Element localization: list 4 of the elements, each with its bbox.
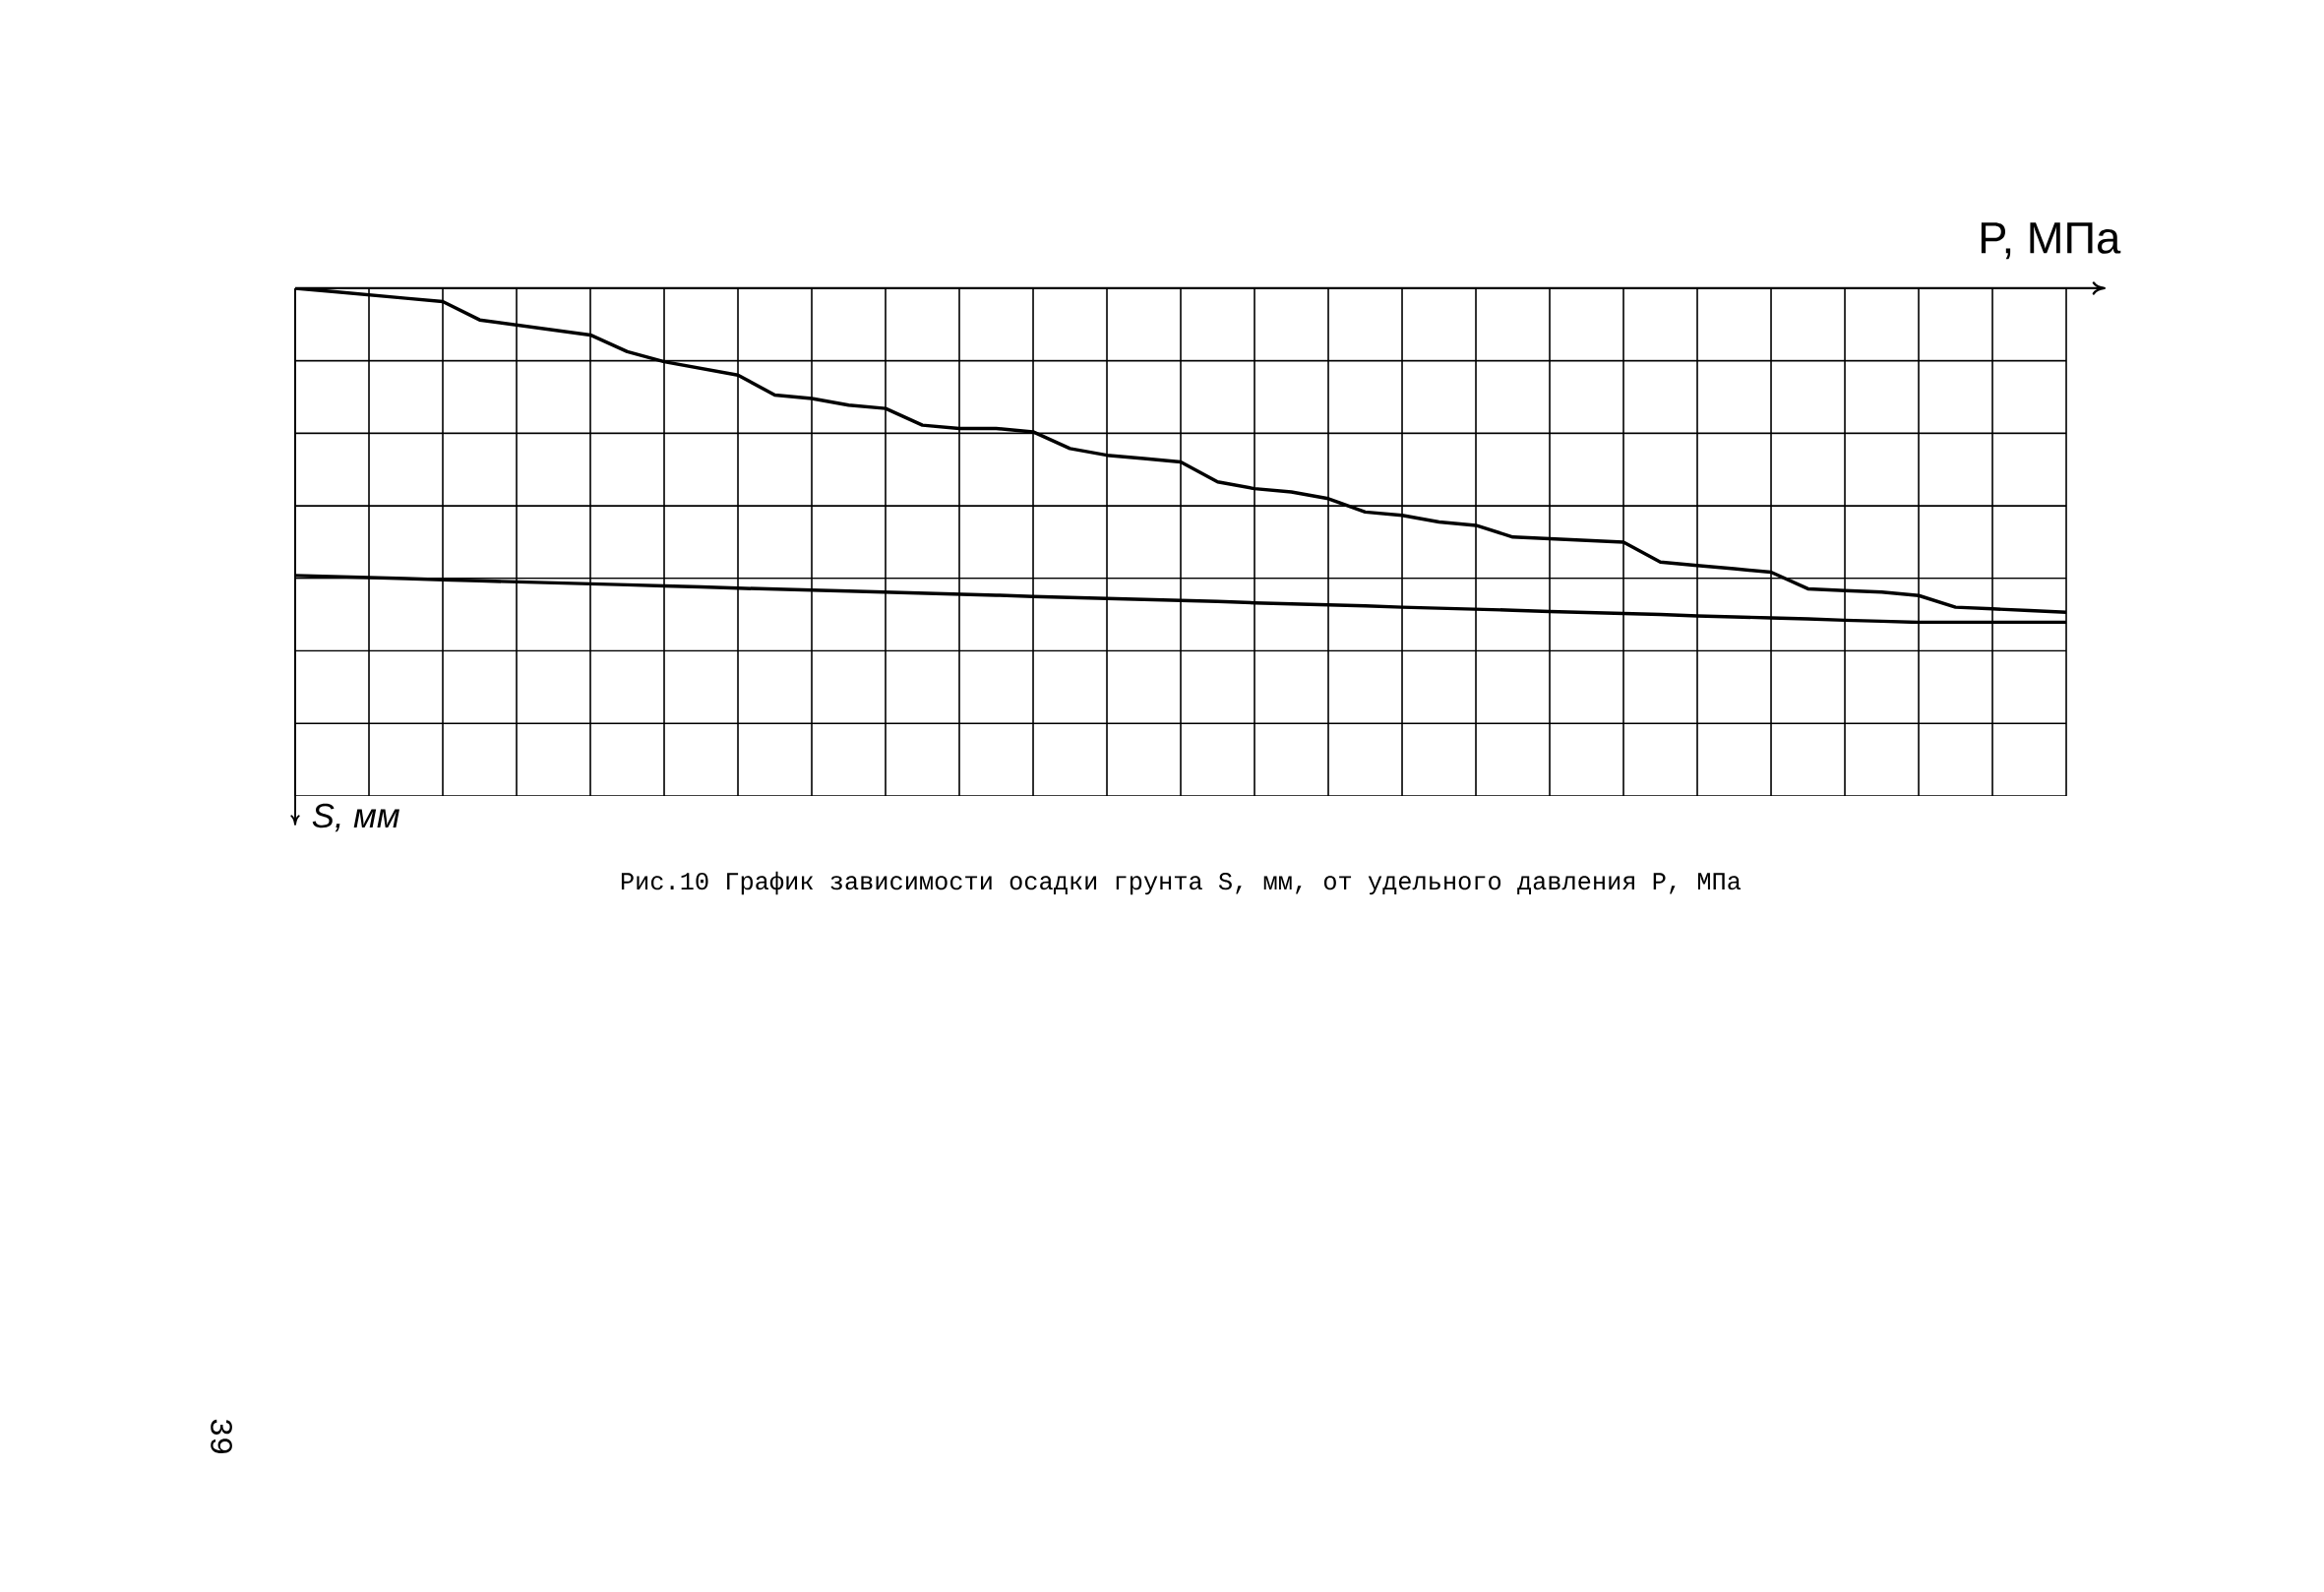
text: Рис.10 График зависимости осадки грунта S, мм, от удельного давления P, МПа bbox=[621, 871, 1742, 895]
text: 39 bbox=[211, 1419, 232, 1453]
x-axis-title: P, МПа bbox=[1981, 222, 2121, 260]
text: S, мм bbox=[312, 803, 399, 832]
